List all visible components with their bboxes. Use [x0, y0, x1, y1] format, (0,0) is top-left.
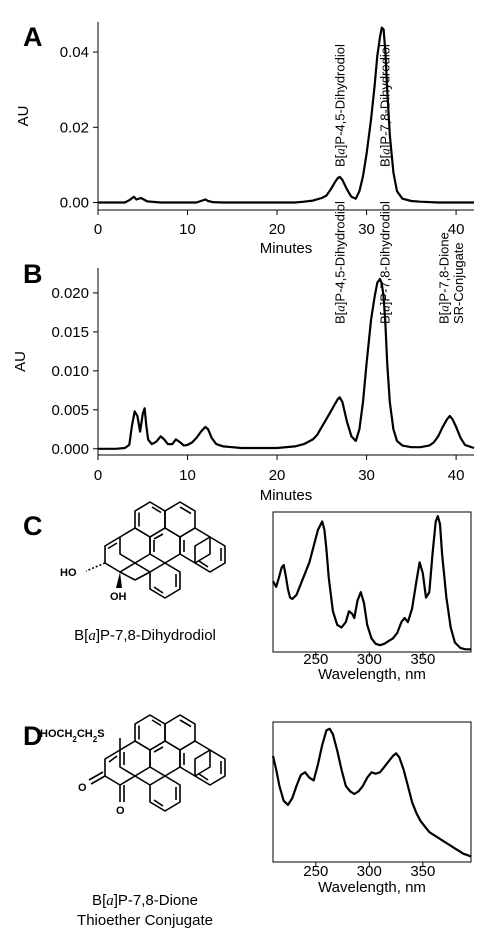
- chromatogram-b: 0 10 20 30 40 0.000 0.005 0.010 0.015 0.020 Minute…: [12, 201, 475, 504]
- x-axis-title: Minutes: [260, 240, 313, 257]
- structure-dihydrodiol: [85, 501, 226, 599]
- x-tick-label: 0: [94, 221, 102, 238]
- peak-annotation: SR-Conjugate: [451, 242, 466, 324]
- x-axis-title: Wavelength, nm: [318, 666, 426, 683]
- x-tick-label: 20: [269, 467, 286, 484]
- hydroxyl-label-1: HO: [60, 567, 77, 579]
- carbonyl-label-2: O: [116, 805, 125, 817]
- caption-d-line1: B[a]P-7,8-Dione: [92, 892, 198, 909]
- panel-label-a: A: [23, 22, 43, 52]
- x-tick-label: 40: [448, 467, 465, 484]
- x-axis-title: Wavelength, nm: [318, 879, 426, 896]
- x-tick-label: 300: [357, 863, 382, 880]
- chromatogram-a: 0 10 20 30 40 0.00 0.02 0.04 Minutes AU B[a]P-4,5-…: [15, 22, 474, 257]
- x-tick-label: 30: [358, 467, 375, 484]
- y-tick-label: 0.04: [60, 44, 89, 61]
- x-tick-label: 250: [303, 863, 328, 880]
- panel-label-c: C: [23, 511, 43, 541]
- panel-label-b: B: [23, 259, 43, 289]
- peak-annotation: B[a]P-7,8-Dihydrodiol: [377, 44, 392, 167]
- x-tick-label: 350: [410, 651, 435, 668]
- carbonyl-label-1: O: [78, 782, 87, 794]
- x-tick-label: 350: [410, 863, 435, 880]
- peak-annotation: B[a]P-4,5-Dihydrodiol: [333, 201, 348, 324]
- peak-annotation: B[a]P-4,5-Dihydrodiol: [333, 44, 348, 167]
- x-tick-label: 10: [179, 221, 196, 238]
- x-tick-label: 10: [179, 467, 196, 484]
- y-tick-label: 0.000: [51, 441, 89, 458]
- peak-annotation: B[a]P-7,8-Dihydrodiol: [377, 201, 392, 324]
- plot-frame: [272, 721, 472, 863]
- y-tick-label: 0.005: [51, 402, 89, 419]
- y-tick-label: 0.010: [51, 363, 89, 380]
- x-tick-label: 0: [94, 467, 102, 484]
- x-tick-label: 30: [358, 221, 375, 238]
- x-tick-label: 250: [303, 651, 328, 668]
- y-tick-label: 0.02: [60, 119, 89, 136]
- caption-c: B[a]P-7,8-Dihydrodiol: [74, 627, 216, 644]
- series-line: [98, 277, 475, 450]
- series-line: [271, 727, 472, 858]
- x-tick-label: 20: [269, 221, 286, 238]
- caption-d-line2: Thioether Conjugate: [77, 912, 213, 929]
- series-line: [98, 26, 474, 204]
- peak-annotation: B[a]P-7,8-Dione: [437, 232, 452, 324]
- thioether-label: HOCH2CH2S: [40, 728, 105, 744]
- x-tick-label: 300: [357, 651, 382, 668]
- hydroxyl-label-2: OH: [110, 591, 127, 603]
- y-axis-title: AU: [12, 351, 29, 372]
- series-line: [272, 515, 471, 651]
- y-axis-title: AU: [15, 106, 32, 127]
- x-axis-title: Minutes: [260, 487, 313, 504]
- y-tick-label: 0.015: [51, 324, 89, 341]
- y-tick-label: 0.00: [60, 194, 89, 211]
- x-tick-label: 40: [448, 221, 465, 238]
- y-tick-label: 0.020: [51, 285, 89, 302]
- structure-dione-conjugate: [88, 714, 226, 812]
- panel-label-d: D: [23, 721, 43, 751]
